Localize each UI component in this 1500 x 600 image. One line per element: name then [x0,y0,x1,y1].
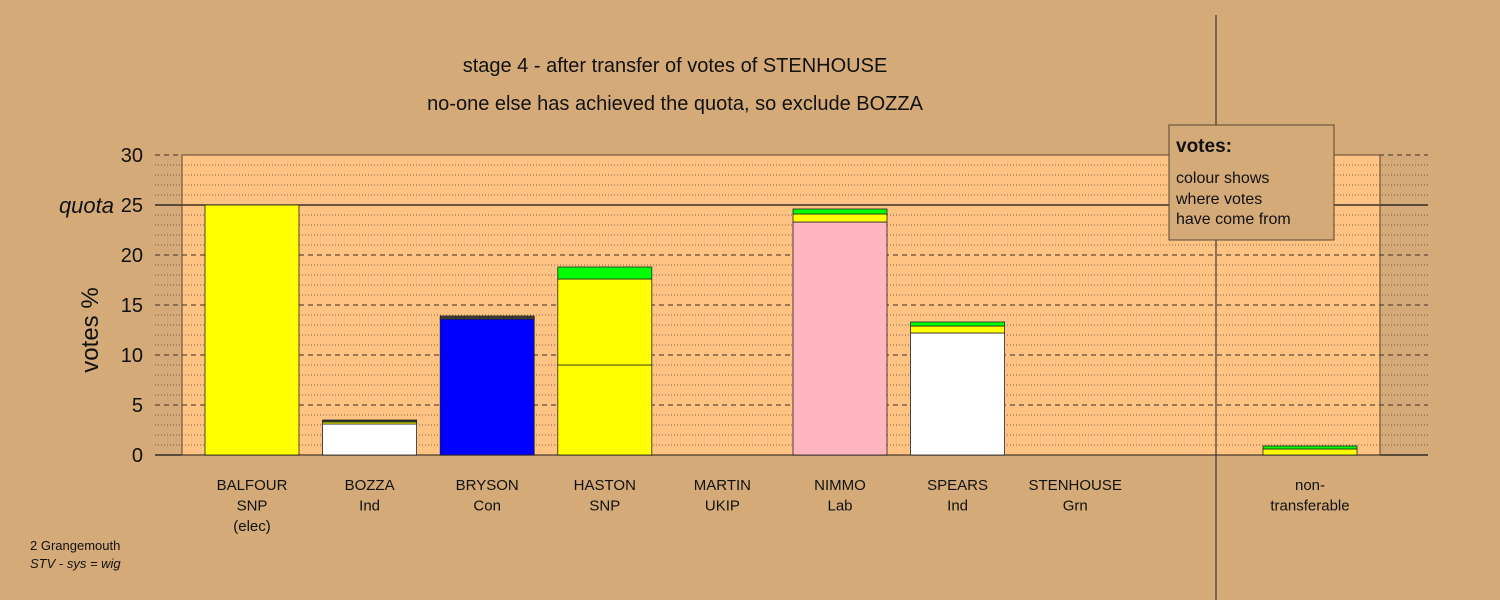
bar-segment-nimmo-1 [792,213,888,223]
x-axis-labels: BALFOUR SNP (elec) BOZZA Ind BRYSON Con HASTON S… [217,477,1350,535]
bar-segment-haston-2 [557,266,653,280]
x-label-stenhouse-0: STENHOUSE [1029,477,1122,494]
legend-box: votes: colour shows where votes have com… [1168,124,1335,241]
x-label-stenhouse-1: Grn [1063,498,1088,515]
x-label-balfour-2: (elec) [233,518,271,535]
plot-panel-border [181,154,1381,456]
x-label-balfour-0: BALFOUR [217,477,288,494]
x-label-nimmo-1: Lab [827,498,852,515]
x-label-haston-1: SNP [589,498,620,515]
y-tick-label: 10 [121,345,143,367]
bar-segment-nontransferable-0 [1262,448,1358,456]
y-tick-label: 0 [132,445,143,467]
x-label-bryson-0: BRYSON [456,477,519,494]
y-tick-label: 30 [121,145,143,167]
bar-segment-bozza-0 [322,423,418,456]
bar-segment-spears-2 [910,321,1005,327]
bar-segment-bryson-2 [439,315,535,319]
x-label-spears-0: SPEARS [927,477,988,494]
y-tick-label: 25 [121,195,143,217]
y-tick-label: 20 [121,245,143,267]
x-label-nontransferable-1: transferable [1270,498,1349,515]
x-label-nimmo-0: NIMMO [814,477,866,494]
bar-segment-spears-1 [910,325,1005,334]
chart-subtitle: no-one else has achieved the quota, so e… [427,93,924,115]
x-label-bryson-1: Con [473,498,501,515]
x-label-balfour-1: SNP [237,498,268,515]
x-label-nontransferable-0: non- [1295,477,1325,494]
legend-line-3: have come from [1176,211,1291,228]
y-tick-label: 15 [121,295,143,317]
bar-segment-balfour-0 [204,204,300,456]
x-label-spears-1: Ind [947,498,968,515]
legend-background [1168,124,1335,241]
system-label: STV - sys = wig [30,556,121,571]
legend-line-2: where votes [1175,191,1262,208]
bar-segment-haston-1 [557,278,653,366]
x-label-martin-0: MARTIN [694,477,751,494]
y-tick-label: 5 [132,395,143,417]
x-label-bozza-1: Ind [359,498,380,515]
x-label-martin-1: UKIP [705,498,740,515]
bar-segment-bryson-0 [439,318,535,456]
bar-segment-haston-0 [557,364,653,456]
x-label-haston-0: HASTON [574,477,636,494]
bar-segment-spears-0 [910,332,1005,456]
y-axis-label: votes % [77,287,104,372]
bars [204,204,1358,456]
footer: 2 Grangemouth STV - sys = wig [30,537,121,573]
x-label-bozza-0: BOZZA [345,477,395,494]
bar-segment-nontransferable-1 [1262,445,1358,450]
chart-title: stage 4 - after transfer of votes of STE… [463,55,888,77]
legend-line-1: colour shows [1176,170,1269,187]
y-axis: 0 5 10 15 20 25 30 [121,145,143,467]
ward-name: 2 Grangemouth [30,538,121,553]
bar-segment-nimmo-0 [792,221,888,456]
legend-title: votes: [1176,136,1232,157]
bar-segment-bozza-3 [322,419,418,422]
bar-segment-nimmo-2 [792,208,888,215]
quota-label: quota [59,193,114,218]
